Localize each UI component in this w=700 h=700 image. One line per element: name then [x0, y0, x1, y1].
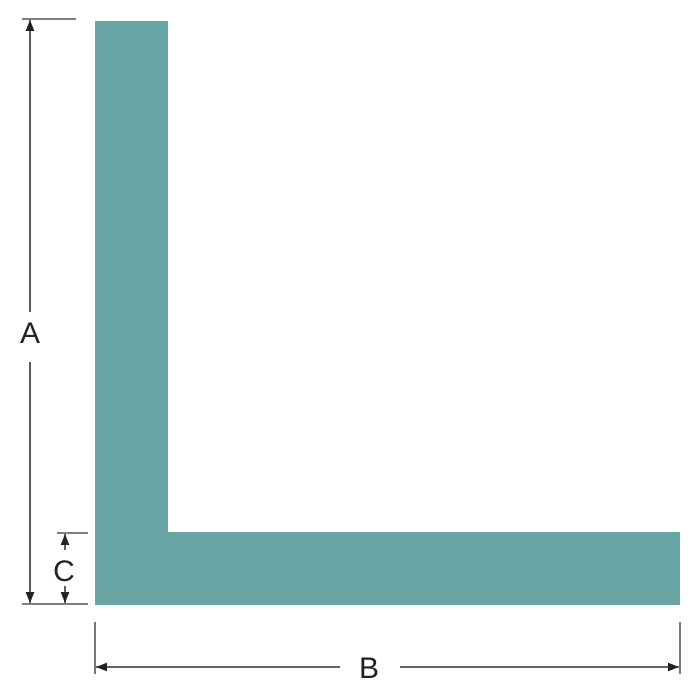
c-dimension-label: C: [53, 555, 75, 588]
l-profile-shape: [95, 21, 680, 605]
b-dimension-label: B: [359, 652, 379, 685]
a-dimension-label: A: [20, 317, 40, 350]
